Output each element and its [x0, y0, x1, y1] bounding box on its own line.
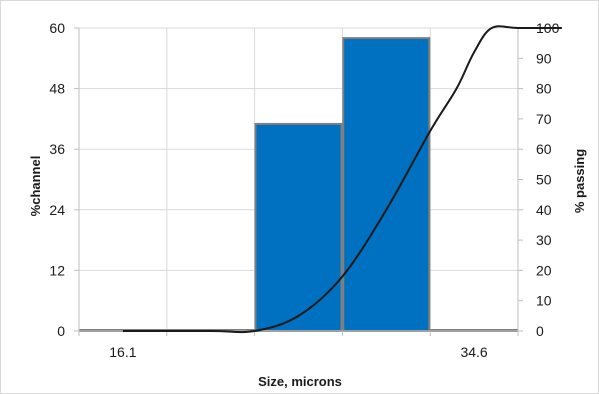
right-tick-label: 90: [536, 50, 552, 66]
right-tick-label: 40: [536, 202, 552, 218]
cumulative-line-series: [122, 25, 562, 334]
x-tick-label: 16.1: [109, 344, 136, 360]
tick-labels: 0 12 24 36 48 60 0 10 20 30 40 50 60 70 80 90 100 16.1 34.…: [49, 20, 559, 360]
left-tick-label: 60: [49, 20, 65, 36]
x-axis-title: Size, microns: [258, 374, 342, 389]
right-tick-label: 80: [536, 81, 552, 97]
right-tick-label: 30: [536, 232, 552, 248]
left-tick-label: 24: [49, 202, 65, 218]
right-tick-label: 50: [536, 172, 552, 188]
right-tick-label: 0: [536, 323, 544, 339]
right-tick-label: 70: [536, 111, 552, 127]
right-y-axis-title: % passing: [572, 149, 587, 213]
bar-series: [78, 37, 519, 332]
x-tick-label: 34.6: [460, 344, 487, 360]
left-tick-label: 0: [57, 323, 65, 339]
cumulative-passing-line: [122, 25, 562, 334]
left-tick-label: 36: [49, 141, 65, 157]
left-y-axis-title: %channel: [28, 156, 43, 217]
right-tick-label: 20: [536, 262, 552, 278]
right-tick-label: 60: [536, 141, 552, 157]
left-tick-label: 12: [49, 262, 65, 278]
left-tick-label: 48: [49, 81, 65, 97]
bar: [342, 37, 431, 332]
right-tick-label: 100: [536, 20, 560, 36]
bar: [254, 122, 343, 332]
right-tick-label: 10: [536, 293, 552, 309]
